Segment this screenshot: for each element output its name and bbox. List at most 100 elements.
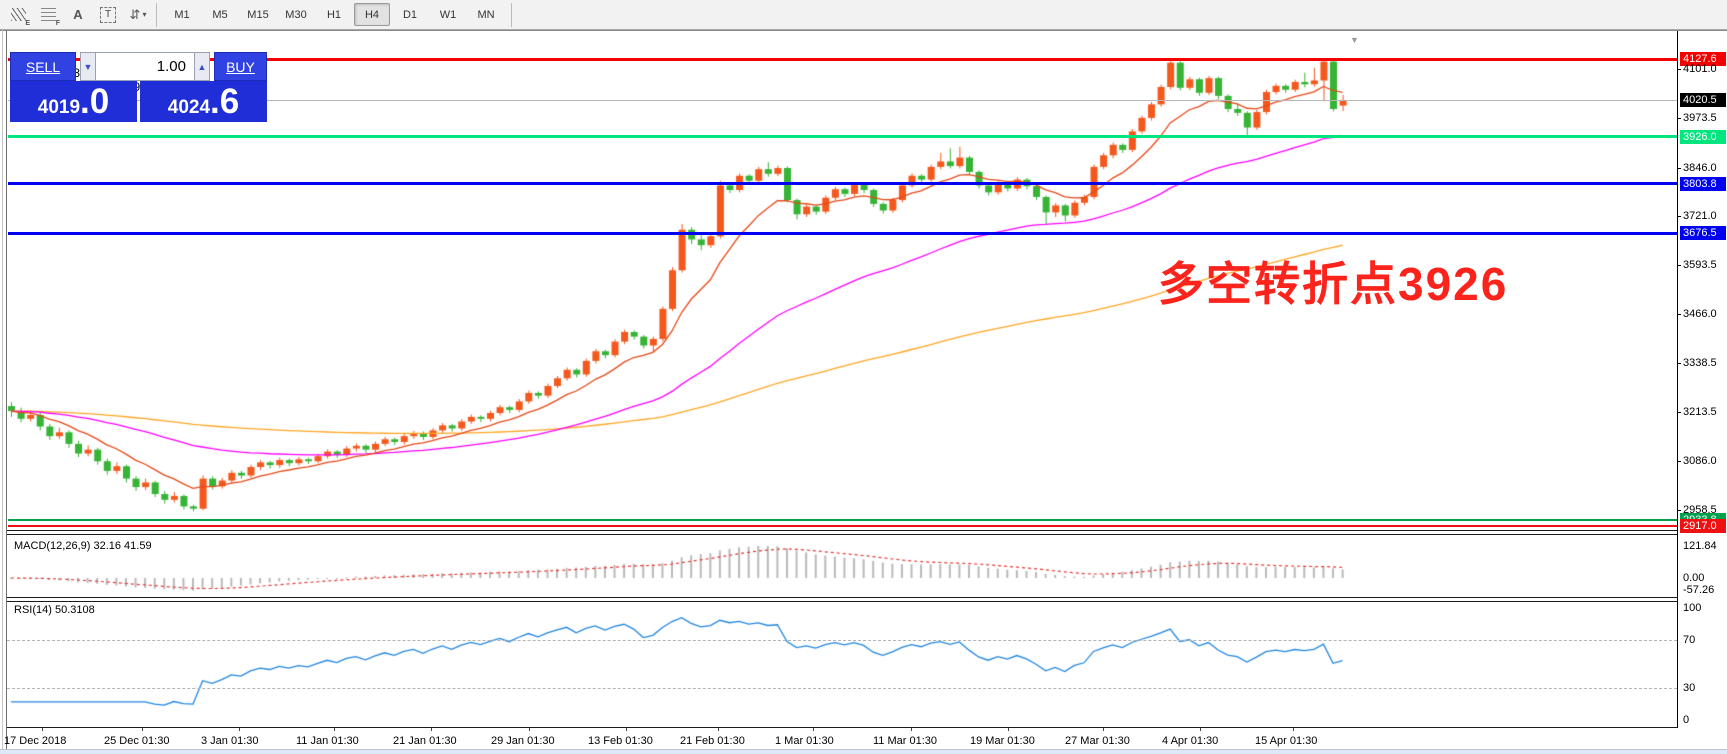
one-click-trade-panel: SELL ▼ 1.00 ▲ BUY 4019 .0 4024 .6: [10, 52, 267, 122]
resistance-line[interactable]: [8, 57, 1677, 61]
price-tick-label: 3846.0: [1683, 161, 1717, 174]
indicators-icon[interactable]: E: [6, 4, 30, 27]
buy-price-big-digit: .6: [210, 82, 240, 121]
price-tick-mark: [1677, 411, 1681, 413]
toolbar: E F A T ⇵ ▾ M1 M5 M15 M30 H1 H4 D1 W1 MN: [0, 0, 1727, 30]
window-top-border: [0, 30, 1727, 31]
price-tick-mark: [1677, 363, 1681, 365]
timeframe-button-h1[interactable]: H1: [326, 8, 342, 21]
pivot-line[interactable]: [8, 135, 1677, 139]
toolbar-separator: [156, 2, 157, 27]
lower-line-red-badge: 2917.0: [1680, 519, 1726, 534]
cycle-arrows-icon[interactable]: ⇵ ▾: [126, 4, 150, 26]
price-tick-mark: [1677, 167, 1681, 169]
volume-input[interactable]: 1.00: [96, 52, 194, 81]
indicators-icon-sub: E: [25, 19, 30, 27]
price-tick-mark: [1677, 69, 1681, 71]
pane-divider[interactable]: [7, 530, 1677, 531]
time-axis-label: 3 Jan 01:30: [201, 735, 259, 747]
time-axis-label: 25 Dec 01:30: [104, 735, 170, 747]
time-tick-mark: [42, 728, 43, 731]
timeframe-button-h4[interactable]: H4: [354, 3, 390, 26]
pivot-line-badge: 3926.0: [1680, 129, 1726, 144]
time-tick-mark: [1200, 728, 1201, 731]
price-axis-border: [1677, 31, 1678, 728]
price-tick-label: 3086.0: [1683, 454, 1717, 467]
fibonacci-lines-icon[interactable]: F: [36, 4, 60, 27]
toolbar-separator: [511, 2, 512, 27]
rsi-guide-30: [7, 688, 1677, 689]
support-line-2-badge: 3676.5: [1680, 226, 1726, 241]
last-price-line[interactable]: [8, 99, 1677, 101]
candlestick-chart[interactable]: [0, 30, 1727, 754]
price-tick-label: 2958.5: [1683, 504, 1717, 517]
time-axis-label: 13 Feb 01:30: [588, 735, 653, 747]
sell-price-big-digit: .0: [80, 82, 110, 121]
time-tick-mark: [1293, 728, 1294, 731]
timeframe-button-w1[interactable]: W1: [439, 8, 457, 21]
time-axis-label: 19 Mar 01:30: [970, 735, 1035, 747]
support-line-1[interactable]: [8, 182, 1677, 186]
time-axis-label: 11 Mar 01:30: [873, 735, 938, 747]
rsi-guide-70: [7, 640, 1677, 641]
timeframe-button-d1[interactable]: D1: [402, 8, 418, 21]
indicator-axis-label: 0.00: [1683, 572, 1705, 584]
indicator-axis-label: 70: [1683, 634, 1696, 646]
pane-divider[interactable]: [7, 601, 1677, 602]
chevron-down-icon: ▾: [142, 10, 147, 19]
chart-shift-marker-icon[interactable]: ▼: [1350, 35, 1359, 45]
font-icon[interactable]: A: [73, 7, 83, 22]
time-tick-mark: [239, 728, 240, 731]
time-axis-label: 27 Mar 01:30: [1065, 735, 1130, 747]
chart-annotation: 多空转折点3926: [1158, 258, 1509, 310]
pane-divider[interactable]: [7, 534, 1677, 535]
window-left-border: [2, 30, 3, 750]
time-tick-mark: [334, 728, 335, 731]
price-tick-label: 3593.5: [1683, 259, 1717, 272]
fibonacci-icon-glyph: [40, 8, 56, 21]
text-label-icon[interactable]: T: [96, 4, 120, 26]
time-axis-label: 17 Dec 2018: [4, 735, 67, 747]
timeframe-button-m30[interactable]: M30: [285, 8, 307, 21]
time-tick-mark: [911, 728, 912, 731]
time-tick-mark: [813, 728, 814, 731]
time-axis-label: 21 Jan 01:30: [393, 735, 457, 747]
fibonacci-icon-sub: F: [55, 19, 60, 27]
timeframe-button-mn[interactable]: MN: [477, 8, 495, 21]
lower-line-green[interactable]: [8, 518, 1677, 521]
lower-line-red[interactable]: [8, 525, 1677, 528]
resistance-line-badge: 4127.6: [1680, 52, 1726, 66]
time-axis-border: [7, 727, 1677, 728]
window-bottom-strip: [0, 749, 1727, 754]
indicators-icon-glyph: [10, 8, 26, 21]
timeframe-group: M1 M5 M15 M30 H1 H4 D1 W1 MN: [163, 3, 505, 26]
price-tick-mark: [1677, 215, 1681, 217]
price-tick-label: 3466.0: [1683, 308, 1717, 321]
price-tick-label: 3973.5: [1683, 112, 1717, 125]
time-axis-label: 29 Jan 01:30: [491, 735, 555, 747]
timeframe-button-m15[interactable]: M15: [247, 8, 269, 21]
time-tick-mark: [142, 728, 143, 731]
time-axis-label: 11 Jan 01:30: [296, 735, 359, 747]
price-tick-mark: [1677, 265, 1681, 267]
sell-price[interactable]: 4019 .0: [10, 81, 137, 122]
timeframe-button-m5[interactable]: M5: [212, 8, 228, 21]
volume-increase-button[interactable]: ▲: [194, 52, 210, 81]
indicator-axis-label: 100: [1683, 602, 1702, 614]
buy-price-main: 4024: [167, 97, 211, 118]
price-tick-mark: [1677, 510, 1681, 512]
price-tick-label: 3213.5: [1683, 405, 1717, 418]
sell-button[interactable]: SELL: [10, 52, 76, 81]
buy-price[interactable]: 4024 .6: [140, 81, 267, 122]
buy-button[interactable]: BUY: [214, 52, 267, 81]
price-tick-mark: [1677, 460, 1681, 462]
time-axis-label: 4 Apr 01:30: [1162, 735, 1219, 747]
price-tick-label: 4101.0: [1683, 63, 1717, 76]
timeframe-button-m1[interactable]: M1: [174, 8, 190, 21]
volume-decrease-button[interactable]: ▼: [80, 52, 96, 81]
pane-divider[interactable]: [7, 597, 1677, 598]
time-tick-mark: [626, 728, 627, 731]
indicator-axis-label: 121.84: [1683, 540, 1717, 552]
support-line-2[interactable]: [8, 231, 1677, 235]
